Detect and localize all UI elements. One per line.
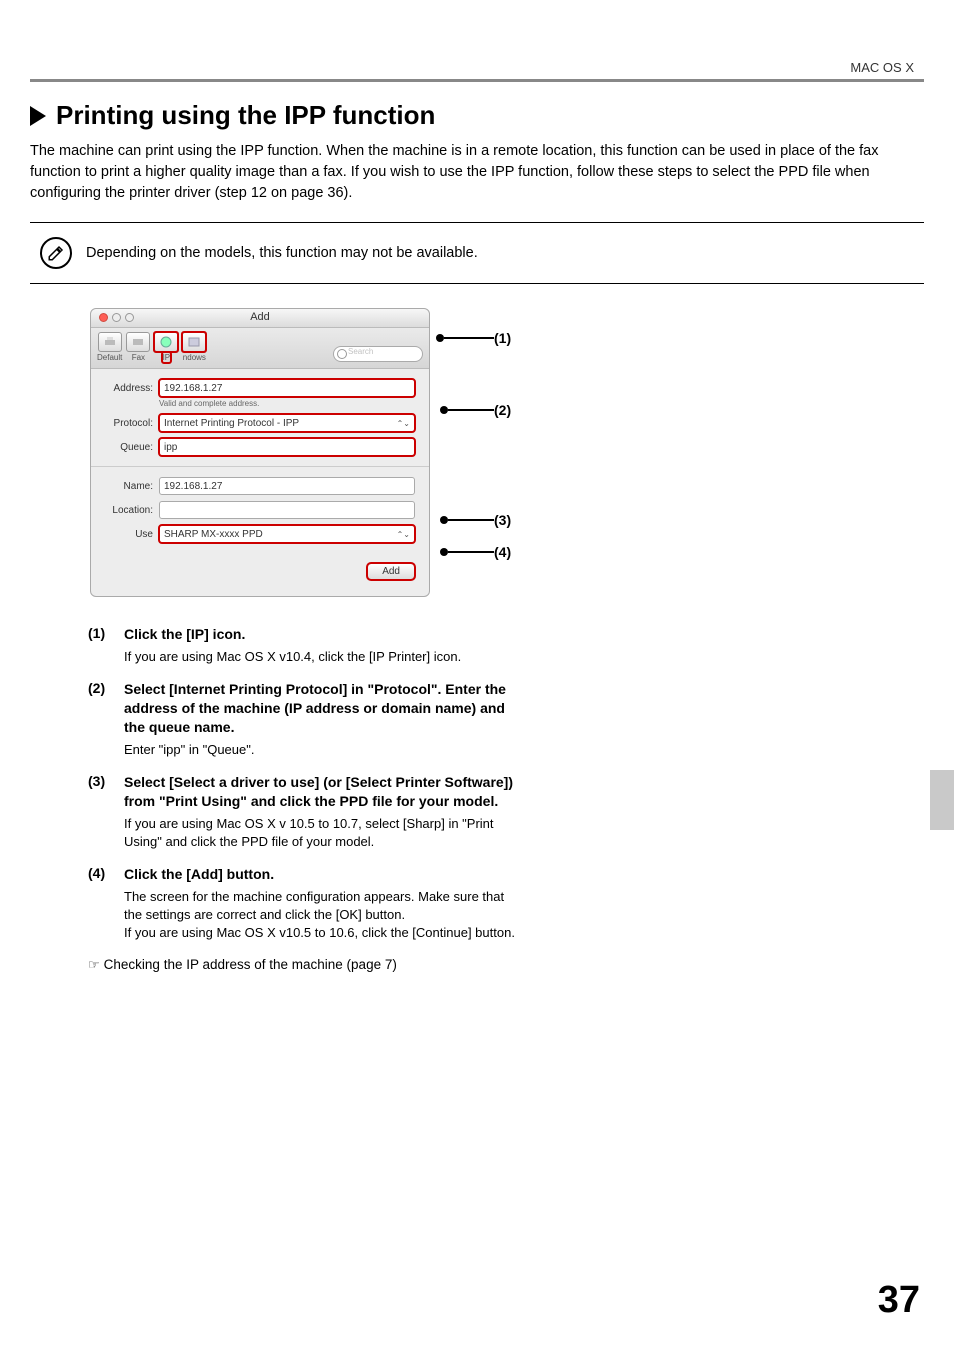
toolbar-search-input[interactable]: Search	[333, 346, 423, 362]
name-input[interactable]: 192.168.1.27	[159, 477, 415, 495]
address-hint: Valid and complete address.	[159, 399, 415, 408]
pencil-note-icon	[40, 237, 72, 269]
step-item: (1) Click the [IP] icon. If you are usin…	[88, 625, 518, 666]
crossref-link[interactable]: ☞ Checking the IP address of the machine…	[88, 957, 924, 973]
step-number: (1)	[88, 625, 114, 666]
address-input[interactable]: 192.168.1.27	[159, 379, 415, 397]
step-number: (2)	[88, 680, 114, 759]
toolbar-windows-button[interactable]: ndows	[182, 332, 206, 362]
printer-icon	[98, 332, 122, 352]
toolbar-ip-button[interactable]: IP	[154, 332, 178, 362]
header-rule	[30, 79, 924, 82]
add-printer-dialog-figure: Add Default Fax	[90, 308, 520, 597]
section-title: Printing using the IPP function	[56, 100, 435, 131]
step-desc: If you are using Mac OS X v10.4, click t…	[124, 648, 518, 666]
windows-icon	[182, 332, 206, 352]
page-number: 37	[878, 1279, 920, 1322]
use-label: Use	[105, 529, 153, 540]
step-title: Select [Select a driver to use] (or [Sel…	[124, 773, 518, 811]
use-select[interactable]: SHARP MX-xxxx PPD⌃⌄	[159, 525, 415, 543]
section-intro: The machine can print using the IPP func…	[30, 141, 924, 204]
callout-4: (4)	[440, 544, 511, 560]
select-arrows-icon: ⌃⌄	[397, 530, 410, 539]
step-title: Select [Internet Printing Protocol] in "…	[124, 680, 518, 737]
location-label: Location:	[105, 505, 153, 516]
add-button[interactable]: Add	[367, 563, 415, 580]
step-number: (4)	[88, 865, 114, 942]
step-title: Click the [Add] button.	[124, 865, 518, 884]
section-marker-icon	[30, 106, 46, 126]
window-title: Add	[99, 311, 421, 323]
protocol-select[interactable]: Internet Printing Protocol - IPP⌃⌄	[159, 414, 415, 432]
globe-icon	[154, 332, 178, 352]
step-item: (2) Select [Internet Printing Protocol] …	[88, 680, 518, 759]
toolbar-fax-button[interactable]: Fax	[126, 332, 150, 362]
fax-icon	[126, 332, 150, 352]
note-box: Depending on the models, this function m…	[30, 222, 924, 284]
address-label: Address:	[105, 383, 153, 394]
step-title: Click the [IP] icon.	[124, 625, 518, 644]
pointing-hand-icon: ☞	[88, 957, 100, 973]
step-desc: The screen for the machine configuration…	[124, 888, 518, 943]
name-label: Name:	[105, 481, 153, 492]
location-input[interactable]	[159, 501, 415, 519]
toolbar-default-button[interactable]: Default	[97, 332, 122, 362]
window-traffic-lights	[99, 313, 134, 322]
callout-3: (3)	[440, 512, 511, 528]
step-item: (4) Click the [Add] button. The screen f…	[88, 865, 518, 942]
queue-label: Queue:	[105, 442, 153, 453]
step-desc: Enter "ipp" in "Queue".	[124, 741, 518, 759]
callout-1: (1)	[436, 330, 511, 346]
steps-list: (1) Click the [IP] icon. If you are usin…	[88, 625, 518, 943]
step-desc: If you are using Mac OS X v 10.5 to 10.7…	[124, 815, 518, 851]
select-arrows-icon: ⌃⌄	[397, 419, 410, 428]
note-text: Depending on the models, this function m…	[86, 245, 478, 261]
queue-input[interactable]: ipp	[159, 438, 415, 456]
step-item: (3) Select [Select a driver to use] (or …	[88, 773, 518, 851]
callout-2: (2)	[440, 402, 511, 418]
side-tab	[930, 770, 954, 830]
header-os-label: MAC OS X	[30, 60, 924, 75]
step-number: (3)	[88, 773, 114, 851]
protocol-label: Protocol:	[105, 418, 153, 429]
